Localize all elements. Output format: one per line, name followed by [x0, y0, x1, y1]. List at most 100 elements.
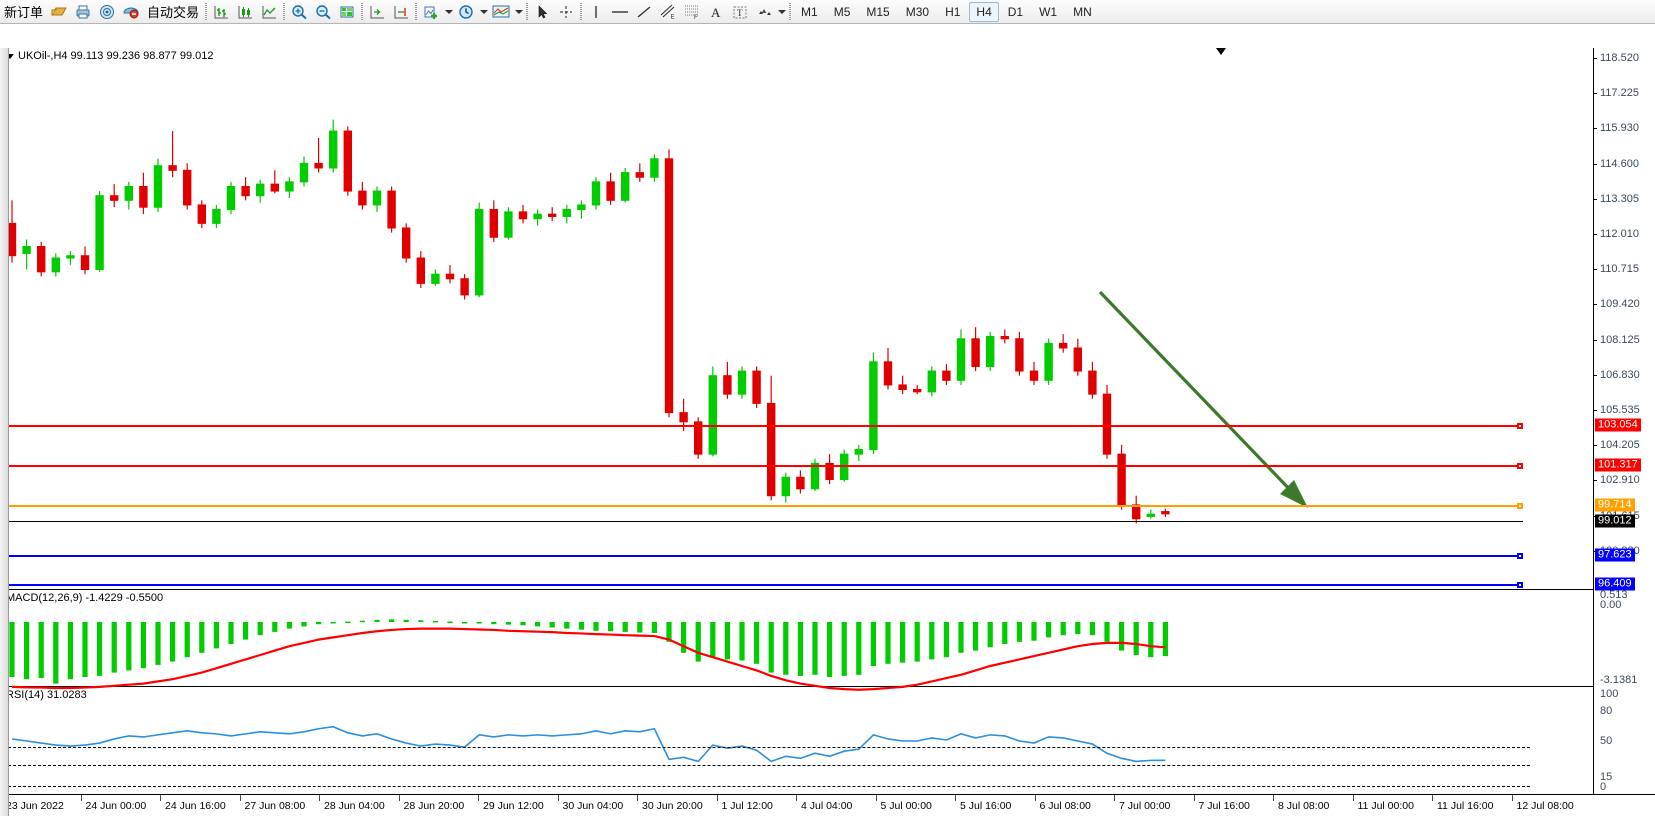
timeframe-h1[interactable]: H1 [945, 4, 961, 19]
time-axis-label: 4 Jul 04:00 [801, 800, 853, 812]
price-axis-label: 117.225 [1600, 87, 1639, 100]
price-tick [1594, 410, 1597, 411]
price-line-97623[interactable] [0, 553, 1523, 559]
text-icon[interactable]: A [704, 1, 728, 23]
time-axis-label: 24 Jun 16:00 [165, 800, 226, 812]
alert-icon[interactable] [119, 1, 143, 23]
chart-vertical-scrollbar[interactable] [0, 48, 9, 816]
templates-dropdown-caret[interactable] [513, 1, 524, 23]
timeframe-h4[interactable]: H4 [969, 1, 999, 22]
vertical-line-icon[interactable] [584, 1, 608, 23]
time-tick [955, 795, 956, 801]
fibonacci-icon[interactable]: F [680, 1, 704, 23]
chart-collapse-caret-icon[interactable] [6, 53, 14, 59]
horizontal-line-icon[interactable] [608, 1, 632, 23]
chart-window-caret-icon[interactable] [1216, 48, 1226, 55]
add-indicator-icon[interactable] [419, 1, 443, 23]
timeframe-m5[interactable]: M5 [833, 4, 851, 19]
price-axis-label: 104.205 [1600, 439, 1640, 452]
toolbar-separator [787, 2, 793, 22]
add-indicator-dropdown-caret[interactable] [443, 1, 454, 23]
price-axis-label: 115.930 [1600, 122, 1639, 135]
price-badge-103054[interactable]: 103.054 [1595, 418, 1641, 432]
auto-scroll-icon[interactable] [389, 1, 413, 23]
printer-icon[interactable] [71, 1, 95, 23]
timeframe-m1[interactable]: M1 [801, 4, 818, 19]
price-axis-label: 109.420 [1600, 298, 1640, 311]
timeframe-mn[interactable]: MN [1073, 4, 1092, 19]
rsi-line [11, 725, 1166, 763]
time-tick [557, 795, 559, 801]
grid-icon[interactable] [335, 1, 359, 23]
time-axis-label: 8 Jul 08:00 [1278, 800, 1330, 812]
price-tick [1594, 374, 1597, 376]
price-axis-label: 108.125 [1600, 333, 1640, 346]
rsi-level-50-line [8, 765, 1530, 766]
toolbar-separator [359, 2, 365, 22]
templates-icon[interactable] [489, 1, 513, 23]
chart-area[interactable]: UKOil-,H4 99.113 99.236 98.877 99.012 MA… [0, 24, 1655, 816]
time-axis-label: 7 Jul 00:00 [1119, 800, 1171, 812]
price-tick [1594, 445, 1597, 447]
price-badge-97623[interactable]: 97.623 [1595, 548, 1635, 562]
downtrend-arrow[interactable] [1098, 290, 1308, 508]
time-tick [80, 795, 82, 801]
zoom-out-icon[interactable] [311, 1, 335, 23]
price-tick [1594, 163, 1597, 165]
price-tick [1594, 198, 1597, 200]
price-line-101317[interactable] [0, 463, 1523, 469]
new-order-button[interactable]: 新订单 [4, 5, 44, 20]
period-dropdown-caret[interactable] [478, 1, 489, 23]
bar-chart-icon[interactable] [209, 1, 233, 23]
price-line-99714[interactable] [0, 503, 1523, 509]
time-axis-label: 5 Jul 16:00 [960, 800, 1012, 812]
time-tick [1432, 795, 1433, 801]
price-badge-99714[interactable]: 99.714 [1595, 498, 1635, 512]
price-tick [1594, 234, 1597, 235]
price-tick [1594, 128, 1597, 130]
price-line-103054[interactable] [0, 423, 1523, 429]
time-tick [1352, 795, 1354, 801]
auto-trading-button[interactable]: 自动交易 [147, 5, 200, 20]
shapes-dropdown-caret[interactable] [776, 1, 787, 23]
rsi-pane [11, 725, 1166, 763]
svg-text:E: E [671, 15, 675, 21]
timeframe-w1[interactable]: W1 [1039, 4, 1058, 19]
price-line-96409[interactable] [0, 582, 1523, 588]
timeframe-d1[interactable]: D1 [1007, 4, 1024, 19]
timeframe-m15[interactable]: M15 [866, 4, 890, 19]
price-tick [1594, 58, 1597, 59]
equidistant-channel-icon[interactable]: E [656, 1, 680, 23]
price-tick [1594, 339, 1597, 341]
time-tick [1034, 795, 1036, 801]
broadcast-icon[interactable] [95, 1, 119, 23]
time-axis-label: 27 Jun 08:00 [244, 800, 306, 812]
toolbar-separator [203, 2, 209, 22]
price-badge-101317[interactable]: 101.317 [1595, 458, 1641, 472]
time-tick [1193, 795, 1195, 801]
macd-pane-bottom-separator [0, 686, 1593, 687]
cursor-icon[interactable] [530, 1, 554, 23]
toolbar-separator [413, 2, 419, 22]
svg-text:A: A [711, 5, 721, 20]
zoom-in-icon[interactable] [287, 1, 311, 23]
price-axis-label: 113.305 [1600, 192, 1639, 205]
period-clock-icon[interactable] [454, 1, 478, 23]
rsi-axis-label-80: 80 [1600, 705, 1613, 717]
text-label-icon[interactable]: T [728, 1, 752, 23]
macd-axis-label-top: 0.513 [1600, 589, 1628, 601]
crosshair-icon[interactable] [554, 1, 578, 23]
time-axis-label: 28 Jun 04:00 [324, 800, 385, 812]
time-axis[interactable]: 23 Jun 2022 24 Jun 00:00 24 Jun 16:00 27 Ju… [0, 794, 1655, 816]
shift-end-icon[interactable] [365, 1, 389, 23]
price-badge-96409[interactable]: 96.409 [1595, 577, 1635, 591]
price-pane [7, 119, 1308, 524]
timeframe-m30[interactable]: M30 [905, 4, 930, 19]
price-axis[interactable]: 118.520 117.225 115.930 114.600 113.305 112.0… [1593, 48, 1655, 816]
shapes-icon[interactable] [752, 1, 776, 23]
trendline-icon[interactable] [632, 1, 656, 23]
folder-icon[interactable] [47, 1, 71, 23]
candlestick-chart-icon[interactable] [233, 1, 257, 23]
time-axis-label: 11 Jul 00:00 [1357, 800, 1414, 812]
line-chart-icon[interactable] [257, 1, 281, 23]
